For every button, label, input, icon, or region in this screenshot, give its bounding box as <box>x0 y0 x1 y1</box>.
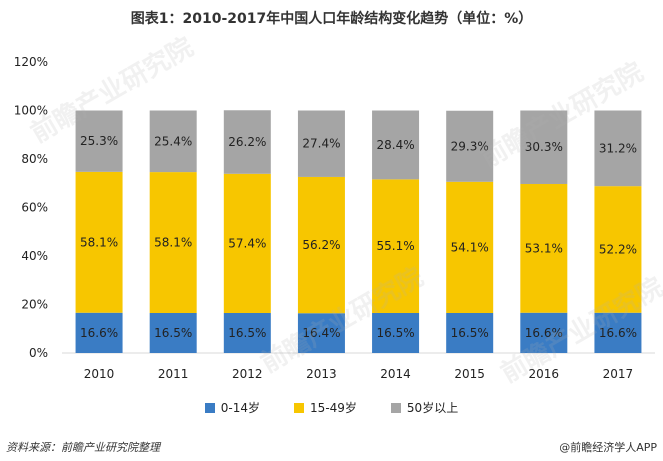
legend-item-50-plus[interactable]: 50岁以上 <box>390 399 459 416</box>
bar-segment-2015-1[interactable] <box>446 181 494 313</box>
x-tick-label: 2010 <box>84 367 115 381</box>
bar-segment-2010-1[interactable] <box>75 171 123 313</box>
legend-item-0-14[interactable]: 0-14岁 <box>204 399 261 416</box>
legend-label-0-14: 0-14岁 <box>220 401 261 415</box>
x-tick-label: 2015 <box>454 367 485 381</box>
legend-label-15-49: 15-49岁 <box>310 401 357 415</box>
y-tick-label: 100% <box>14 104 48 118</box>
data-label: 16.6% <box>525 326 563 340</box>
bar-segment-2012-0[interactable] <box>223 312 271 353</box>
bar-segment-2017-2[interactable] <box>594 110 642 187</box>
data-label: 56.2% <box>302 238 340 252</box>
data-label: 16.5% <box>228 326 266 340</box>
data-label: 54.1% <box>451 240 489 254</box>
data-label: 55.1% <box>377 239 415 253</box>
x-tick-label: 2017 <box>603 367 634 381</box>
legend-swatch-50-plus <box>390 402 401 413</box>
data-label: 16.5% <box>154 326 192 340</box>
data-label: 58.1% <box>80 235 118 249</box>
x-tick-label: 2012 <box>232 367 263 381</box>
data-label: 27.4% <box>302 137 340 151</box>
x-tick-label: 2011 <box>158 367 189 381</box>
chart-title: 图表1：2010-2017年中国人口年龄结构变化趋势（单位：%） <box>130 11 533 27</box>
y-tick-label: 0% <box>29 346 48 360</box>
data-label: 58.1% <box>154 236 192 250</box>
x-tick-label: 2014 <box>380 367 411 381</box>
data-label: 29.3% <box>451 139 489 153</box>
data-label: 57.4% <box>228 236 266 250</box>
x-tick-label: 2016 <box>529 367 560 381</box>
y-tick-label: 40% <box>21 249 48 263</box>
data-label: 16.5% <box>451 326 489 340</box>
data-label: 25.4% <box>154 134 192 148</box>
data-label: 30.3% <box>525 140 563 154</box>
data-label: 52.2% <box>599 242 637 256</box>
legend: 0-14岁 15-49岁 50岁以上 <box>0 399 663 416</box>
bar-segment-2013-2[interactable] <box>297 110 345 177</box>
bar-segment-2016-1[interactable] <box>520 183 568 313</box>
data-label: 31.2% <box>599 141 637 155</box>
bar-segment-2013-1[interactable] <box>297 176 345 314</box>
legend-swatch-15-49 <box>294 402 305 413</box>
bar-segment-2016-2[interactable] <box>520 110 568 184</box>
bar-segment-2010-0[interactable] <box>75 312 123 353</box>
bar-segment-2015-2[interactable] <box>446 110 494 182</box>
bar-segment-2017-0[interactable] <box>594 312 642 353</box>
bar-segment-2012-2[interactable] <box>223 110 271 174</box>
bar-segment-2010-2[interactable] <box>75 110 123 172</box>
data-label: 16.4% <box>302 326 340 340</box>
bar-segment-2011-2[interactable] <box>149 110 197 173</box>
legend-label-50-plus: 50岁以上 <box>406 401 459 415</box>
x-tick-label: 2013 <box>306 367 337 381</box>
y-tick-label: 20% <box>21 298 48 312</box>
data-label: 16.5% <box>377 326 415 340</box>
y-tick-label: 120% <box>14 55 48 69</box>
data-label: 16.6% <box>80 326 118 340</box>
legend-swatch-0-14 <box>204 402 215 413</box>
bar-segment-2011-1[interactable] <box>149 172 197 313</box>
bar-segment-2015-0[interactable] <box>446 312 494 353</box>
bar-segment-2017-1[interactable] <box>594 186 642 313</box>
data-label: 26.2% <box>228 135 266 149</box>
y-tick-label: 60% <box>21 201 48 215</box>
y-tick-label: 80% <box>21 152 48 166</box>
data-label: 25.3% <box>80 134 118 148</box>
bar-segment-2011-0[interactable] <box>149 312 197 353</box>
data-label: 16.6% <box>599 326 637 340</box>
bar-segment-2013-0[interactable] <box>297 313 345 353</box>
bar-segment-2016-0[interactable] <box>520 312 568 353</box>
data-label: 53.1% <box>525 241 563 255</box>
bar-segment-2014-1[interactable] <box>372 179 420 313</box>
legend-item-15-49[interactable]: 15-49岁 <box>294 399 357 416</box>
bar-segment-2012-1[interactable] <box>223 173 271 313</box>
brand-note: @前瞻经济学人APP <box>559 441 657 454</box>
bar-segment-2014-0[interactable] <box>372 312 420 353</box>
data-label: 28.4% <box>377 138 415 152</box>
source-note: 资料来源：前瞻产业研究院整理 <box>6 441 160 454</box>
bar-segment-2014-2[interactable] <box>372 110 420 180</box>
